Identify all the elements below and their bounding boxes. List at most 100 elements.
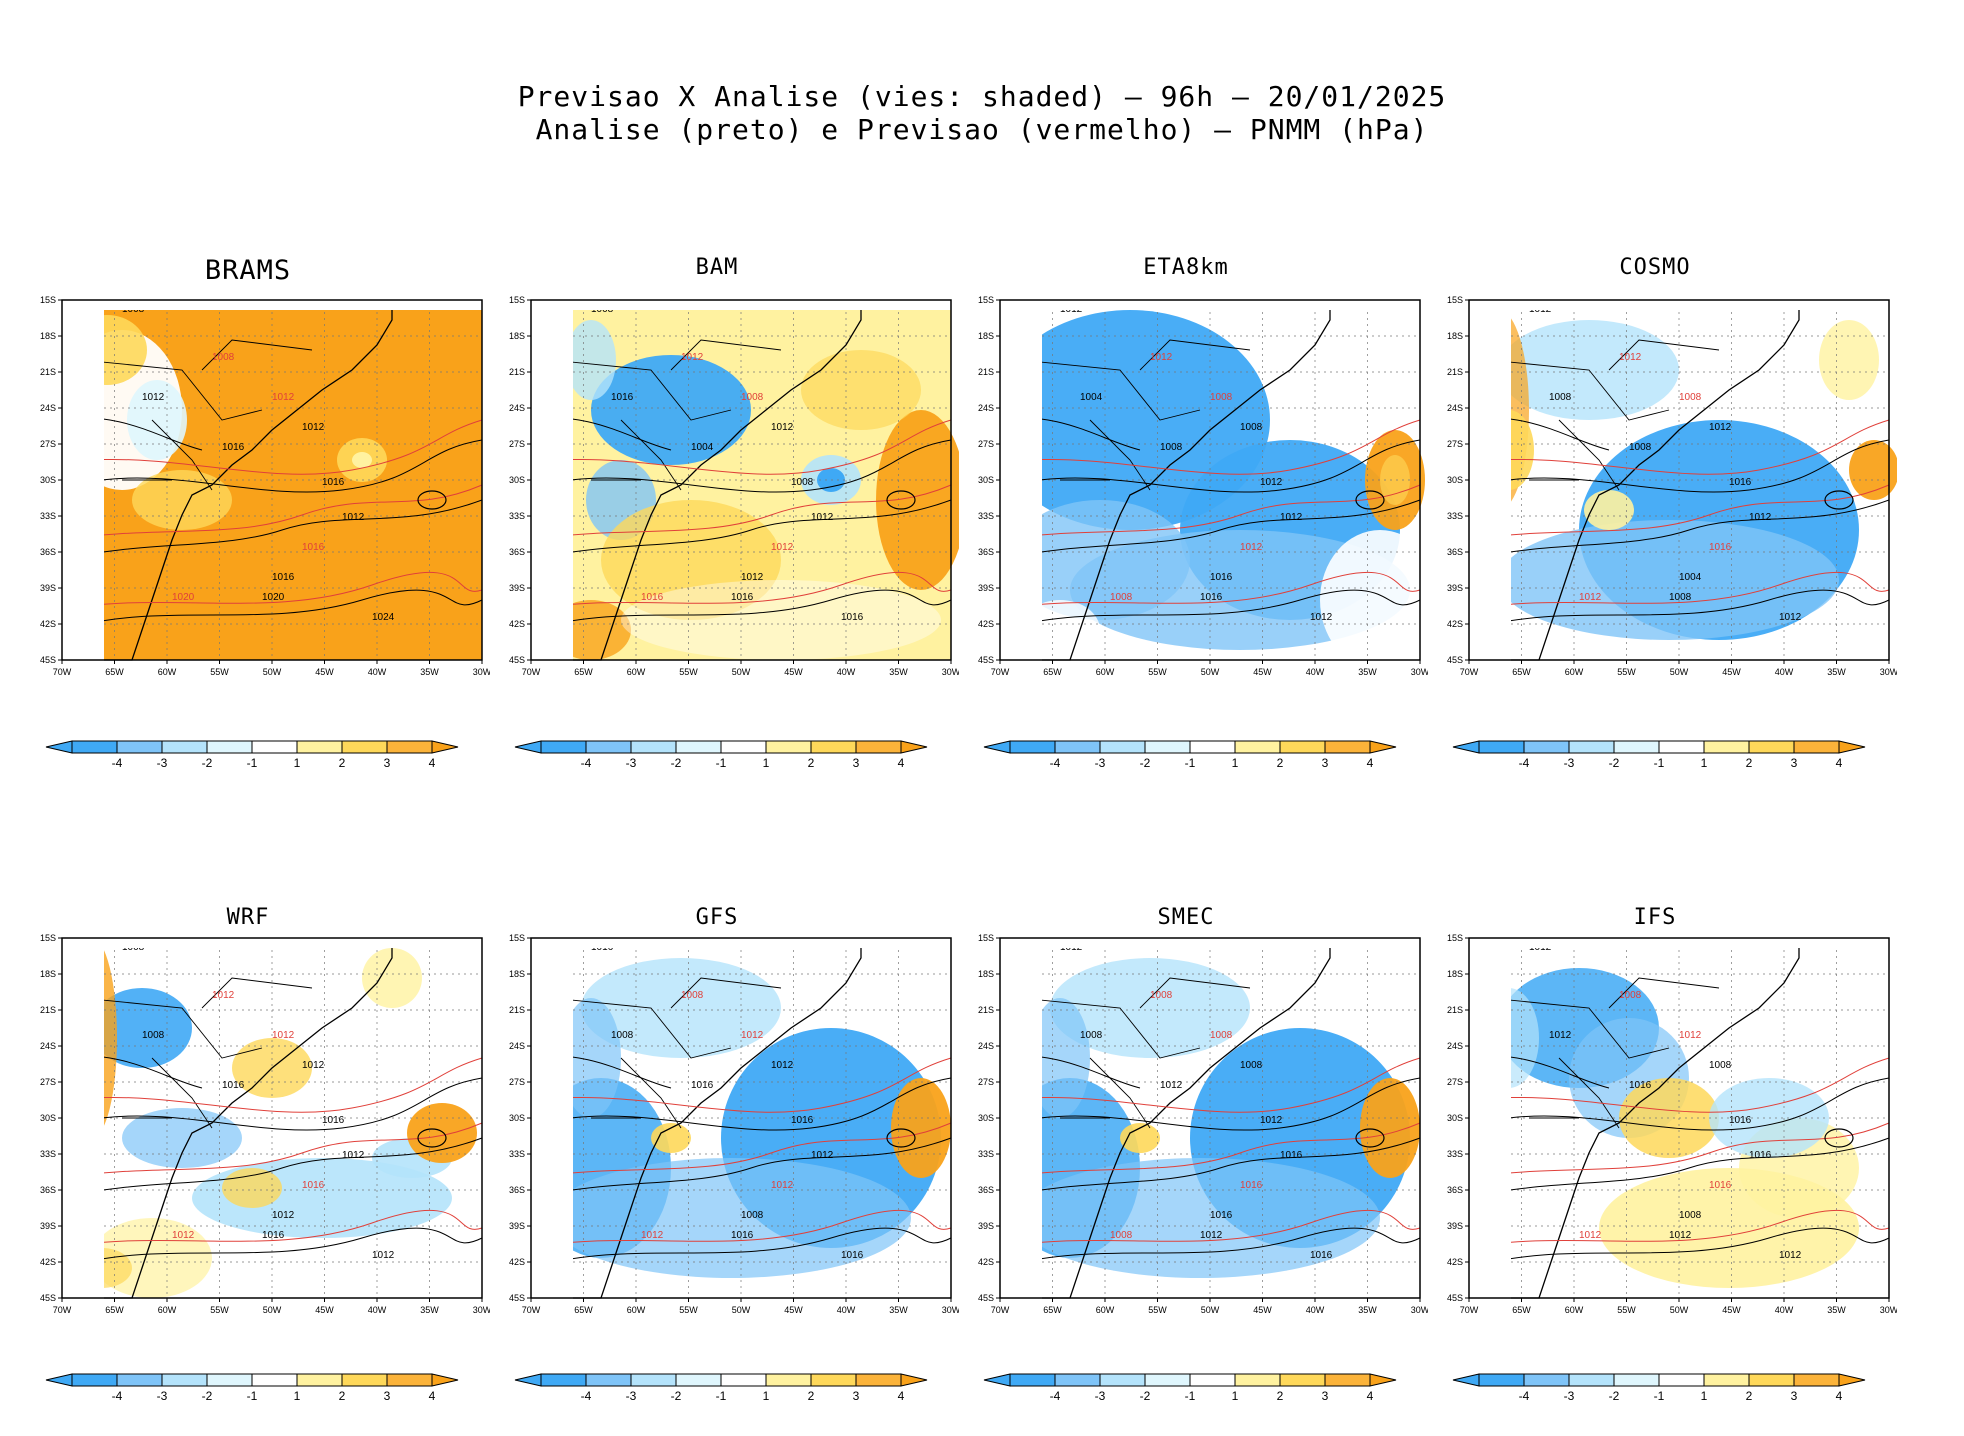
lat-tick-label: 36S xyxy=(1447,547,1463,557)
colorbar-segment xyxy=(386,1373,433,1387)
lon-tick-label: 65W xyxy=(574,667,593,677)
analysis-isobar xyxy=(1511,1056,1610,1089)
lon-tick-label: 35W xyxy=(420,1305,439,1315)
analysis-isobar xyxy=(1042,1137,1421,1191)
lat-tick-label: 15S xyxy=(40,933,56,943)
country-borders xyxy=(573,339,782,491)
colorbar-label: 2 xyxy=(808,1389,815,1403)
colorbar-segment xyxy=(161,740,208,754)
colorbar-segment xyxy=(341,1373,388,1387)
colorbar-right-arrow xyxy=(1838,1373,1866,1387)
lon-tick-label: 60W xyxy=(1096,667,1115,677)
lon-tick-label: 70W xyxy=(522,667,541,677)
lat-tick-label: 36S xyxy=(978,547,994,557)
forecast-isobar xyxy=(1042,1209,1421,1243)
colorbar-segment xyxy=(540,740,587,754)
colorbar-label: -2 xyxy=(1609,1389,1620,1403)
lat-tick-label: 42S xyxy=(978,1257,994,1267)
colorbar-label: 4 xyxy=(898,756,905,770)
contour-label: 1012 xyxy=(342,512,365,523)
map-area: 1008 1012 1008 1012 1012 1016 1016 1016 1012 1016… xyxy=(104,942,483,1299)
contour-label: 1008 xyxy=(122,942,145,953)
lat-tick-label: 15S xyxy=(509,295,525,305)
contour-label: 1012 xyxy=(681,352,704,363)
lon-tick-label: 35W xyxy=(1358,667,1377,677)
lat-tick-label: 15S xyxy=(978,295,994,305)
lon-tick-label: 70W xyxy=(1460,1305,1479,1315)
contour-label: 1016 xyxy=(1629,1080,1652,1091)
contour-label: 1008 xyxy=(741,392,764,403)
lat-tick-label: 30S xyxy=(978,1113,994,1123)
lon-tick-label: 60W xyxy=(627,1305,646,1315)
colorbar-label: -2 xyxy=(1609,756,1620,770)
lat-tick-label: 27S xyxy=(509,1077,525,1087)
colorbar-label: -4 xyxy=(581,756,592,770)
analysis-isobar xyxy=(1042,499,1421,553)
lat-tick-label: 36S xyxy=(1447,1185,1463,1195)
bias-shading xyxy=(573,1158,911,1278)
panel-title-wrf: WRF xyxy=(226,905,270,930)
contour-label: 1016 xyxy=(1709,1180,1732,1191)
lat-tick-label: 15S xyxy=(1447,295,1463,305)
lon-tick-label: 30W xyxy=(473,667,490,677)
colorbar-label: 3 xyxy=(1791,756,1798,770)
colorbar-right-arrow xyxy=(1369,1373,1397,1387)
map-panel-cosmo: 1012 1012 1008 1012 1008 1008 1016 1016 1004 1008… xyxy=(1447,295,1897,677)
lat-tick-label: 18S xyxy=(978,969,994,979)
lon-tick-label: 40W xyxy=(368,667,387,677)
lat-tick-label: 21S xyxy=(40,367,56,377)
forecast-isobar xyxy=(573,1057,952,1113)
map-panel-brams: 1008 1008 1012 1012 1012 1016 1016 1016 1016 1020… xyxy=(40,295,490,677)
contour-label: 1008 xyxy=(1619,990,1642,1001)
colorbar-segment xyxy=(1099,1373,1146,1387)
forecast-isobar xyxy=(1511,1209,1890,1243)
lat-tick-label: 18S xyxy=(509,331,525,341)
analysis-isobar xyxy=(104,1077,483,1131)
bias-shading xyxy=(132,470,232,530)
contour-label: 1016 xyxy=(691,1080,714,1091)
contour-label: 1016 xyxy=(1709,542,1732,553)
lon-tick-label: 35W xyxy=(889,1305,908,1315)
lon-tick-label: 50W xyxy=(1201,667,1220,677)
colorbar-segment xyxy=(540,1373,587,1387)
country-borders xyxy=(1042,977,1251,1129)
lon-tick-label: 40W xyxy=(837,667,856,677)
contour-label: 1012 xyxy=(1709,422,1732,433)
bias-shading xyxy=(801,350,921,430)
lat-tick-label: 21S xyxy=(509,367,525,377)
bias-shading xyxy=(1042,1158,1380,1278)
contour-label: 1012 xyxy=(1549,1030,1572,1041)
lon-tick-label: 50W xyxy=(263,1305,282,1315)
contour-label: 1008 xyxy=(1709,1060,1732,1071)
lat-tick-label: 15S xyxy=(978,933,994,943)
lat-tick-label: 27S xyxy=(40,439,56,449)
lon-tick-label: 55W xyxy=(1148,667,1167,677)
country-borders xyxy=(1042,339,1251,491)
bias-shading xyxy=(1320,530,1428,670)
lat-tick-label: 39S xyxy=(978,583,994,593)
lat-tick-label: 45S xyxy=(509,1293,525,1303)
forecast-isobar xyxy=(1479,978,1509,1138)
colorbar-segment xyxy=(341,740,388,754)
contour-label: 1016 xyxy=(302,542,325,553)
analysis-isobar xyxy=(104,1137,483,1191)
analysis-isobar xyxy=(104,1227,483,1260)
lat-tick-label: 27S xyxy=(978,1077,994,1087)
contour-label: 1012 xyxy=(1619,352,1642,363)
analysis-low-center xyxy=(886,1128,916,1148)
analysis-isobar xyxy=(104,439,483,493)
contour-label: 1012 xyxy=(272,392,295,403)
colorbar-label: 3 xyxy=(853,1389,860,1403)
analysis-isobar xyxy=(573,499,952,553)
lat-tick-label: 24S xyxy=(40,1041,56,1051)
bias-shading xyxy=(591,355,751,465)
lat-tick-label: 45S xyxy=(978,1293,994,1303)
colorbar-label: -2 xyxy=(671,756,682,770)
lon-tick-label: 35W xyxy=(420,667,439,677)
colorbar-label: 1 xyxy=(763,756,770,770)
lon-tick-label: 35W xyxy=(889,667,908,677)
analysis-isobar xyxy=(1511,1077,1890,1131)
bias-shading xyxy=(1050,958,1250,1058)
colorbar-label: 3 xyxy=(1322,1389,1329,1403)
colorbar-segment xyxy=(720,1373,767,1387)
